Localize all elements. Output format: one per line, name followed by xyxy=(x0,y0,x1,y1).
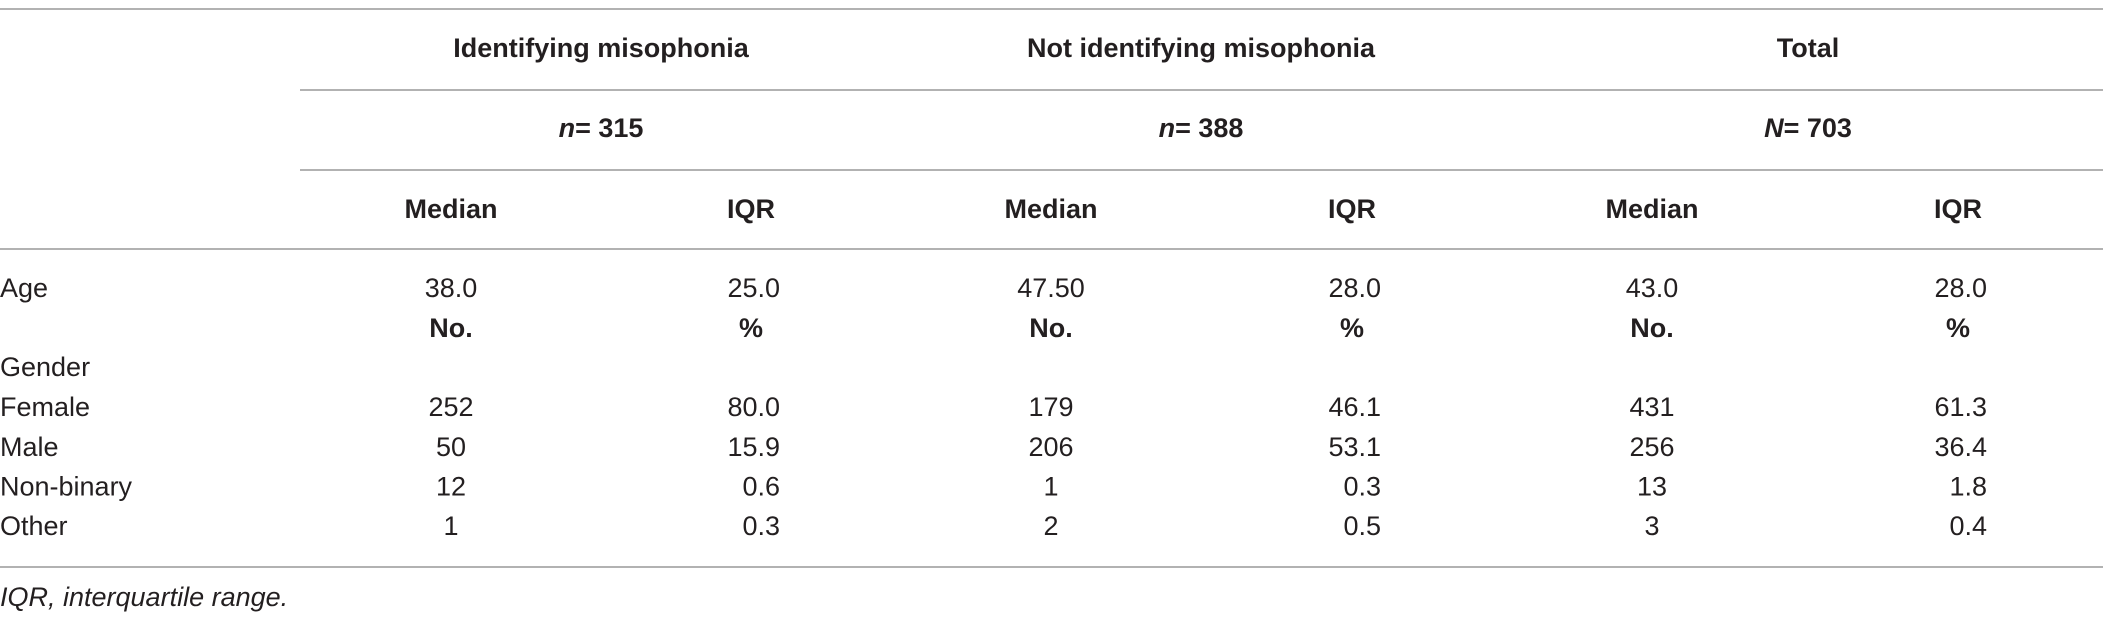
n-label: N= 703 xyxy=(1764,113,1852,143)
cell: 53.1 xyxy=(1328,432,1381,462)
row-label: Female xyxy=(0,392,90,422)
cell: 46.1 xyxy=(1328,392,1381,422)
column-header: Median xyxy=(404,194,497,224)
column-header: Median xyxy=(1605,194,1698,224)
n-value: = 388 xyxy=(1175,113,1243,143)
count-header: No. xyxy=(429,313,473,343)
cell: 256 xyxy=(1629,432,1674,462)
cell: 13 xyxy=(1637,472,1667,502)
group-header: Total xyxy=(1777,33,1840,63)
column-header: Median xyxy=(1004,194,1097,224)
cell: 36.4 xyxy=(1934,432,1987,462)
cell: 1 xyxy=(1043,472,1058,502)
n-symbol: n xyxy=(559,113,576,143)
count-header: % xyxy=(739,313,763,343)
count-header: % xyxy=(1340,313,1364,343)
cell: 431 xyxy=(1629,392,1674,422)
cell: 15.9 xyxy=(727,432,780,462)
column-header: IQR xyxy=(1934,194,1982,224)
cell: 252 xyxy=(428,392,473,422)
group-header: Not identifying misophonia xyxy=(1027,33,1376,63)
n-value: = 315 xyxy=(575,113,643,143)
cell: 12 xyxy=(436,472,466,502)
n-symbol: n xyxy=(1159,113,1176,143)
cell: 80.0 xyxy=(727,392,780,422)
cell: 61.3 xyxy=(1934,392,1987,422)
cell: 0.6 xyxy=(742,472,780,502)
cell: 3 xyxy=(1644,511,1659,541)
count-header: No. xyxy=(1630,313,1674,343)
row-label: Age xyxy=(0,273,48,303)
cell: 1 xyxy=(443,511,458,541)
cell: 28.0 xyxy=(1934,273,1987,303)
cell: 28.0 xyxy=(1328,273,1381,303)
cell: 206 xyxy=(1028,432,1073,462)
cell: 0.4 xyxy=(1949,511,1987,541)
cell: 50 xyxy=(436,432,466,462)
n-label: n= 315 xyxy=(559,113,644,143)
cell: 2 xyxy=(1043,511,1058,541)
cell: 0.3 xyxy=(1343,472,1381,502)
count-header: No. xyxy=(1029,313,1073,343)
cell: 179 xyxy=(1028,392,1073,422)
group-header: Identifying misophonia xyxy=(453,33,749,63)
row-label: Non-binary xyxy=(0,472,133,502)
cell: 0.5 xyxy=(1343,511,1381,541)
column-header: IQR xyxy=(727,194,775,224)
cell: 47.50 xyxy=(1017,273,1085,303)
row-label: Other xyxy=(0,511,68,541)
count-header: % xyxy=(1946,313,1970,343)
cell: 43.0 xyxy=(1626,273,1679,303)
row-label: Male xyxy=(0,432,59,462)
n-label: n= 388 xyxy=(1159,113,1244,143)
footnote: IQR, interquartile range. xyxy=(0,582,288,612)
n-value: = 703 xyxy=(1784,113,1852,143)
section-label: Gender xyxy=(0,352,90,382)
cell: 0.3 xyxy=(742,511,780,541)
column-header: IQR xyxy=(1328,194,1376,224)
cell: 38.0 xyxy=(425,273,478,303)
cell: 25.0 xyxy=(727,273,780,303)
n-symbol: N xyxy=(1764,113,1784,143)
cell: 1.8 xyxy=(1949,472,1987,502)
